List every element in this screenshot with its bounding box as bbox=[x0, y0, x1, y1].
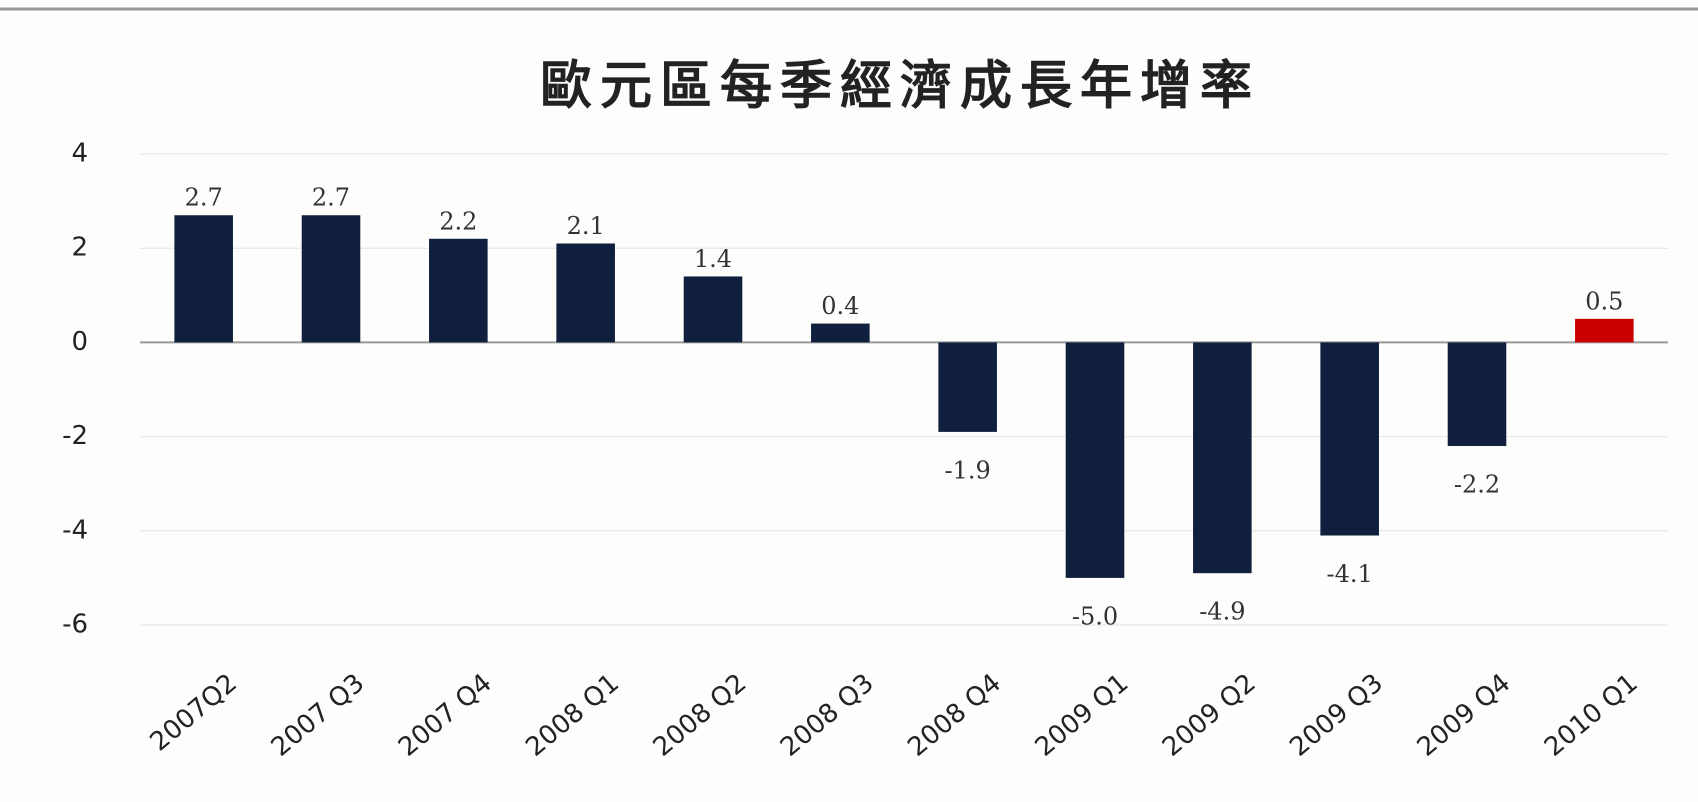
bar bbox=[1065, 342, 1125, 578]
y-tick-label: -2 bbox=[62, 421, 88, 451]
bar bbox=[1320, 342, 1379, 536]
value-label: 0.5 bbox=[1585, 287, 1623, 315]
value-label: 1.4 bbox=[694, 245, 732, 273]
value-label: 2.7 bbox=[312, 184, 350, 212]
value-label: 2.7 bbox=[185, 184, 223, 212]
bar bbox=[301, 215, 361, 343]
y-tick-label: -4 bbox=[62, 515, 88, 545]
y-tick-label: 0 bbox=[71, 327, 88, 357]
y-tick-label: 4 bbox=[71, 139, 88, 169]
bar bbox=[1575, 318, 1634, 343]
chart-title: 歐元區每季經濟成長年增率 bbox=[540, 56, 1260, 117]
value-label: 2.1 bbox=[567, 212, 605, 240]
bar bbox=[938, 342, 997, 432]
bar bbox=[429, 238, 488, 343]
y-tick-label: -6 bbox=[62, 610, 88, 640]
bar bbox=[556, 243, 615, 343]
value-label: -5.0 bbox=[1072, 602, 1118, 630]
bar bbox=[1193, 342, 1252, 574]
value-label: -4.9 bbox=[1199, 598, 1245, 626]
value-label: -1.9 bbox=[945, 456, 991, 484]
y-tick-label: 2 bbox=[71, 233, 88, 263]
bar bbox=[683, 276, 743, 343]
value-label: -4.1 bbox=[1327, 560, 1373, 588]
value-label: -2.2 bbox=[1454, 471, 1500, 499]
value-label: 0.4 bbox=[821, 292, 859, 320]
bar bbox=[174, 215, 233, 343]
bar bbox=[811, 323, 870, 343]
bar bbox=[1447, 342, 1507, 447]
value-label: 2.2 bbox=[439, 207, 477, 235]
